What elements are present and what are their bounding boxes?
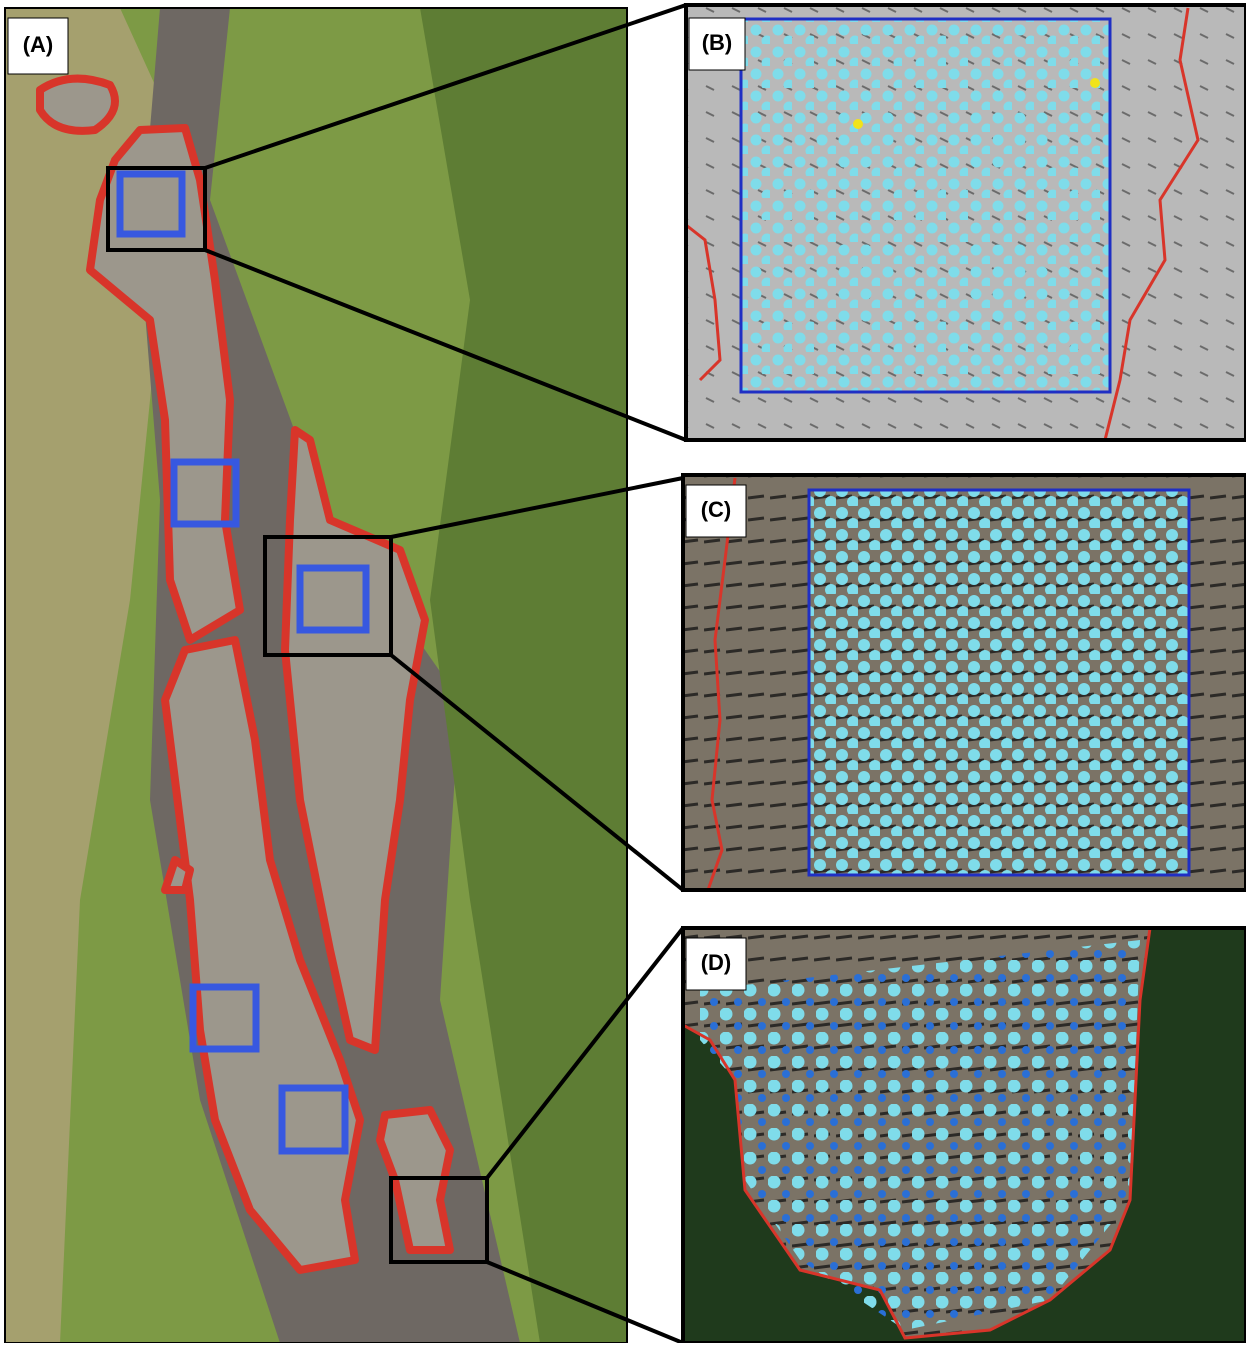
annotations	[741, 19, 1110, 392]
page: {"panels": [{"label": "(A)"}, {"label": …	[0, 0, 1246, 1343]
figure: (A) (B) (C) (D)	[0, 0, 1246, 1343]
annotation-yellow	[1090, 78, 1100, 88]
annotations	[809, 490, 1189, 875]
panel-a: (A)	[5, 8, 627, 1343]
panel-c: (C)	[683, 475, 1246, 890]
annotation-yellow	[853, 119, 863, 129]
panel-label: (B)	[702, 30, 733, 55]
panel-d: (D)	[683, 928, 1246, 1343]
panel-label: (A)	[23, 32, 54, 57]
panel-label: (D)	[701, 950, 732, 975]
panel-b: (B)	[686, 5, 1246, 440]
panel-label: (C)	[701, 497, 732, 522]
